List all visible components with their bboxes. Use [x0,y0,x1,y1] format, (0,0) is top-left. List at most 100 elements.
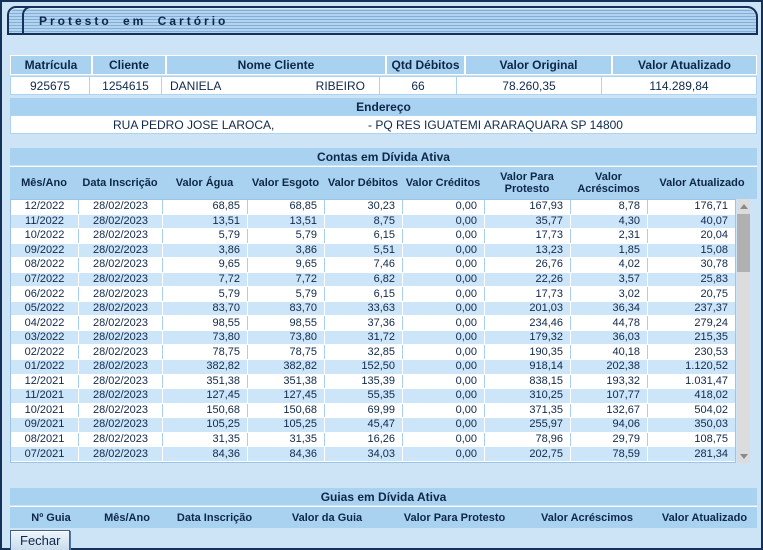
valor-agua-cell: 127,45 [163,389,248,403]
valor-esgoto-cell: 351,38 [248,374,325,389]
mes-ano-cell: 09/2022 [11,243,79,258]
nome-last: RIBEIRO [315,78,365,93]
vertical-scrollbar[interactable] [737,199,750,463]
valor-esgoto-cell: 98,55 [248,316,325,330]
data-inscricao-cell: 28/02/2023 [79,200,163,214]
valor-para-protesto-cell: 167,93 [485,200,571,214]
data-inscricao-cell: 28/02/2023 [79,301,163,316]
valor-agua-cell: 5,79 [163,287,248,301]
table-row: 11/2022 28/02/2023 13,51 13,51 8,75 0,00… [11,214,735,230]
mes-ano-cell: 06/2022 [11,287,79,301]
valor-esgoto-cell: 5,79 [248,229,325,243]
table-row: 07/2022 28/02/2023 7,72 7,72 6,82 0,00 2… [11,272,735,288]
table-row: 12/2021 28/02/2023 351,38 351,38 135,39 … [11,374,735,390]
valor-esgoto-cell: 127,45 [248,389,325,403]
table-row: 09/2021 28/02/2023 105,25 105,25 45,47 0… [11,418,735,433]
valor-agua-cell: 83,70 [163,301,248,316]
valor-creditos-cell: 0,00 [403,360,485,374]
mes-ano-cell: 07/2022 [11,272,79,287]
data-inscricao-cell: 28/02/2023 [79,330,163,345]
mes-ano-cell: 08/2022 [11,258,79,272]
valor-esgoto-cell: 83,70 [248,301,325,316]
valor-esgoto-cell: 5,79 [248,287,325,301]
valor-creditos-cell: 0,00 [403,229,485,243]
valor-esgoto-cell: 9,65 [248,258,325,272]
data-inscricao-cell: 28/02/2023 [79,403,163,418]
column-header-valor-atualizado: Valor Atualizado [661,511,748,524]
valor-esgoto-cell: 73,80 [248,330,325,345]
scroll-down-button[interactable] [737,449,750,463]
valor-atualizado-cell: 215,35 [694,331,728,344]
column-header-valor-esgoto: Valor Esgoto [251,177,320,189]
endereco-district: - PQ RES IGUATEMI ARARAQUARA SP 14800 [368,117,623,132]
data-inscricao-cell: 28/02/2023 [79,345,163,360]
valor-para-protesto-cell: 838,15 [485,374,571,389]
valor-agua-cell: 9,65 [163,258,248,272]
mes-ano-cell: 10/2022 [11,229,79,243]
column-header-data-inscricao: Data Inscrição [82,177,158,189]
contas-column-headers: Mês/Ano Data Inscrição Valor Água Valor … [10,166,757,199]
column-header-valor-para-protesto: Valor Para Protesto [500,171,554,195]
data-inscricao-cell: 28/02/2023 [79,214,163,229]
valor-atualizado-cell: 20,75 [700,287,728,300]
valor-para-protesto-cell: 202,75 [485,447,571,461]
valor-creditos-cell: 0,00 [403,200,485,214]
valor-atualizado-value: 114.289,84 [649,78,709,93]
column-header-valor-acrescimos: Valor Acréscimos [577,171,640,195]
column-header-valor-da-guia: Valor da Guia [291,511,363,524]
valor-acrescimos-cell: 78,59 [571,447,648,461]
mes-ano-cell: 12/2022 [11,200,79,214]
data-inscricao-cell: 28/02/2023 [79,389,163,403]
table-row: 02/2022 28/02/2023 78,75 78,75 32,85 0,0… [11,345,735,361]
valor-debitos-cell: 69,99 [325,403,403,418]
table-row: 06/2022 28/02/2023 5,79 5,79 6,15 0,00 1… [11,287,735,302]
scroll-up-button[interactable] [737,199,750,213]
valor-creditos-cell: 0,00 [403,316,485,330]
column-header-valor-atualizado: Valor Atualizado [613,56,756,74]
valor-acrescimos-cell: 2,31 [571,229,648,243]
valor-creditos-cell: 0,00 [403,214,485,229]
valor-acrescimos-cell: 29,79 [571,432,648,447]
valor-agua-cell: 7,72 [163,272,248,287]
valor-atualizado-cell: 1.031,47 [685,374,728,387]
nome-first: DANIELA [170,78,222,93]
mes-ano-cell: 12/2021 [11,374,79,389]
valor-debitos-cell: 33,63 [325,301,403,316]
column-header-valor-original: Valor Original [466,56,611,74]
valor-para-protesto-cell: 179,32 [485,330,571,345]
column-header-valor-debitos: Valor Débitos [327,177,399,189]
valor-debitos-cell: 135,39 [325,374,403,389]
valor-debitos-cell: 6,82 [325,272,403,287]
valor-creditos-cell: 0,00 [403,403,485,418]
valor-debitos-cell: 34,03 [325,447,403,461]
valor-original-value: 78.260,35 [457,77,602,94]
valor-agua-cell: 31,35 [163,432,248,447]
contas-table-area: 12/2022 28/02/2023 68,85 68,85 30,23 0,0… [10,199,757,463]
valor-agua-cell: 84,36 [163,447,248,461]
valor-atualizado-cell: 1.120,52 [685,360,728,373]
valor-debitos-cell: 8,75 [325,214,403,229]
valor-esgoto-cell: 382,82 [248,360,325,374]
valor-creditos-cell: 0,00 [403,287,485,301]
cliente-value: 1254615 [90,77,162,94]
valor-creditos-cell: 0,00 [403,345,485,360]
column-header-valor-para-protesto: Valor Para Protesto [403,511,506,524]
valor-atualizado-cell: 25,83 [700,273,728,285]
summary-table-row: 925675 1254615 DANIELA RIBEIRO 66 78.260… [10,76,757,95]
valor-acrescimos-cell: 3,57 [571,272,648,287]
valor-atualizado-cell: 20,04 [700,229,728,242]
scrollbar-thumb[interactable] [737,214,750,272]
fechar-button[interactable]: Fechar [10,530,71,550]
column-header-valor-creditos: Valor Créditos [405,177,481,189]
valor-creditos-cell: 0,00 [403,432,485,447]
valor-para-protesto-cell: 201,03 [485,301,571,316]
data-inscricao-cell: 28/02/2023 [79,229,163,243]
valor-debitos-cell: 31,72 [325,330,403,345]
valor-para-protesto-cell: 190,35 [485,345,571,360]
data-inscricao-cell: 28/02/2023 [79,418,163,432]
valor-acrescimos-cell: 36,34 [571,301,648,316]
valor-creditos-cell: 0,00 [403,374,485,389]
valor-para-protesto-cell: 310,25 [485,389,571,403]
valor-para-protesto-cell: 13,23 [485,243,571,258]
valor-agua-cell: 150,68 [163,403,248,418]
